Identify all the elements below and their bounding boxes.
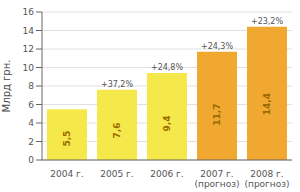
svg-text:+23,2%: +23,2% xyxy=(251,17,284,26)
svg-text:2006 г.: 2006 г. xyxy=(150,169,183,179)
svg-text:+37,2%: +37,2% xyxy=(101,80,134,89)
svg-text:10: 10 xyxy=(23,63,35,73)
svg-text:2004 г.: 2004 г. xyxy=(50,169,83,179)
svg-text:12: 12 xyxy=(23,44,34,54)
svg-text:4: 4 xyxy=(28,118,34,128)
svg-text:8: 8 xyxy=(28,81,34,91)
svg-text:2008 г.(прогноз): 2008 г.(прогноз) xyxy=(244,169,289,189)
svg-text:+24,8%: +24,8% xyxy=(151,63,184,72)
svg-text:0: 0 xyxy=(28,155,34,165)
svg-text:6: 6 xyxy=(28,100,34,110)
svg-text:+24,3%: +24,3% xyxy=(201,42,234,51)
svg-text:5,5: 5,5 xyxy=(62,131,72,147)
svg-text:2007 г.(прогноз): 2007 г.(прогноз) xyxy=(194,169,239,189)
svg-text:14: 14 xyxy=(23,26,35,36)
svg-text:16: 16 xyxy=(23,7,35,17)
svg-text:7,6: 7,6 xyxy=(112,122,122,138)
svg-text:2: 2 xyxy=(28,137,34,147)
svg-text:9,4: 9,4 xyxy=(162,116,172,132)
svg-text:2005 г.: 2005 г. xyxy=(100,169,133,179)
svg-text:Млрд грн.: Млрд грн. xyxy=(8,60,12,113)
svg-text:14,4: 14,4 xyxy=(262,93,272,115)
svg-text:11,7: 11,7 xyxy=(212,103,222,125)
